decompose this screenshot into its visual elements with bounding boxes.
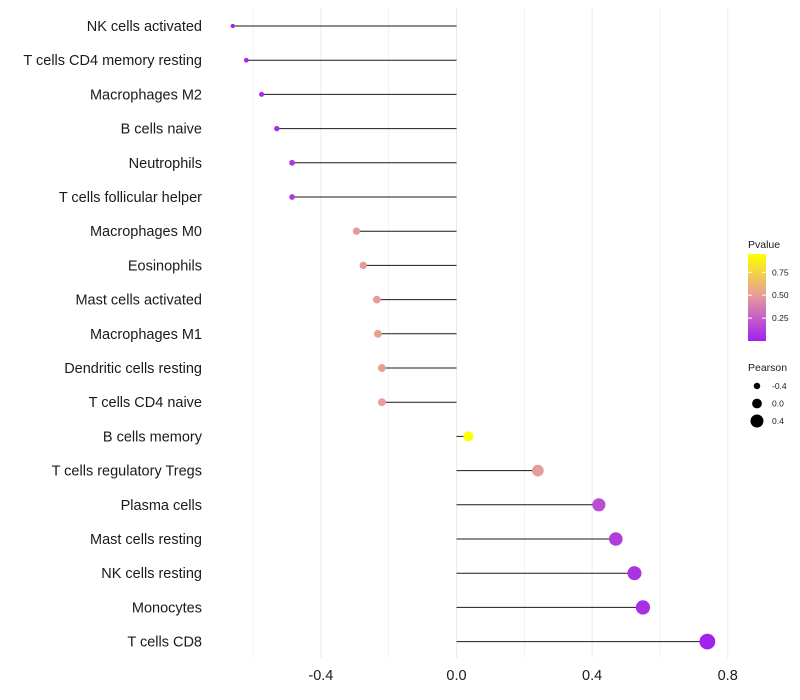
lollipop-point — [352, 227, 361, 235]
category-label: T cells CD8 — [127, 635, 202, 651]
color-legend-title: Pvalue — [748, 239, 780, 251]
x-tick-label: 0.4 — [582, 668, 602, 684]
lollipop-point — [274, 125, 280, 132]
lollipop-point — [259, 91, 265, 97]
size-legend-point — [750, 414, 764, 428]
lollipop-point — [463, 431, 474, 442]
lollipop-point — [532, 464, 544, 477]
category-label: B cells memory — [103, 429, 203, 445]
size-legend-label: 0.0 — [772, 399, 784, 409]
category-label: Plasma cells — [121, 498, 202, 514]
category-label: Dendritic cells resting — [64, 361, 202, 377]
category-label: Neutrophils — [129, 156, 202, 172]
grid-layer — [252, 8, 729, 658]
legend: Pvalue 0.75 0.50 0.25 Pearson -0.4 0.0 0.4 — [748, 239, 789, 428]
category-axis: NK cells activated T cells CD4 memory res… — [23, 19, 202, 651]
size-legend-entries: -0.4 0.0 0.4 — [750, 381, 787, 428]
plot-marks — [230, 23, 716, 650]
lollipop-point — [230, 23, 235, 29]
lollipop-point — [635, 600, 651, 615]
category-label: NK cells resting — [101, 566, 202, 582]
color-legend-ticks: 0.75 0.50 0.25 — [748, 267, 789, 323]
lollipop-point — [699, 633, 716, 650]
color-legend-bar — [748, 254, 766, 341]
size-legend-label: -0.4 — [772, 381, 787, 391]
category-label: T cells CD4 naive — [89, 395, 202, 411]
category-label: T cells CD4 memory resting — [23, 53, 202, 69]
category-label: Eosinophils — [128, 258, 202, 274]
category-label: Mast cells activated — [75, 293, 202, 309]
category-label: T cells regulatory Tregs — [52, 464, 202, 480]
category-label: Monocytes — [132, 600, 202, 616]
x-tick-label: 0.0 — [446, 668, 466, 684]
size-legend-point — [752, 398, 762, 409]
category-label: T cells follicular helper — [59, 190, 202, 206]
category-label: Macrophages M0 — [90, 224, 202, 240]
category-label: Macrophages M1 — [90, 327, 202, 343]
size-legend-title: Pearson — [748, 362, 787, 374]
color-legend-tick-label: 0.50 — [772, 290, 789, 300]
category-label: Macrophages M2 — [90, 87, 202, 103]
lollipop-point — [377, 398, 386, 407]
size-legend-point — [753, 382, 761, 390]
category-label: Mast cells resting — [90, 532, 202, 548]
lollipop-point — [627, 566, 642, 581]
lollipop-point — [592, 498, 606, 512]
lollipop-point — [289, 159, 295, 166]
x-tick-label: 0.8 — [718, 668, 738, 684]
lollipop-point — [377, 364, 386, 372]
color-legend-tick-label: 0.25 — [772, 313, 789, 323]
lollipop-point — [359, 261, 368, 270]
lollipop-point — [373, 329, 382, 338]
color-legend-tick-label: 0.75 — [772, 267, 789, 277]
category-label: NK cells activated — [87, 19, 202, 35]
x-axis: -0.4 0.0 0.4 0.8 — [308, 668, 737, 684]
lollipop-point — [243, 57, 249, 63]
category-label: B cells naive — [121, 122, 202, 138]
lollipop-point — [609, 532, 623, 546]
lollipop-point — [289, 194, 295, 200]
x-tick-label: -0.4 — [308, 668, 333, 684]
lollipop-point — [372, 295, 381, 304]
size-legend-label: 0.4 — [772, 416, 784, 426]
